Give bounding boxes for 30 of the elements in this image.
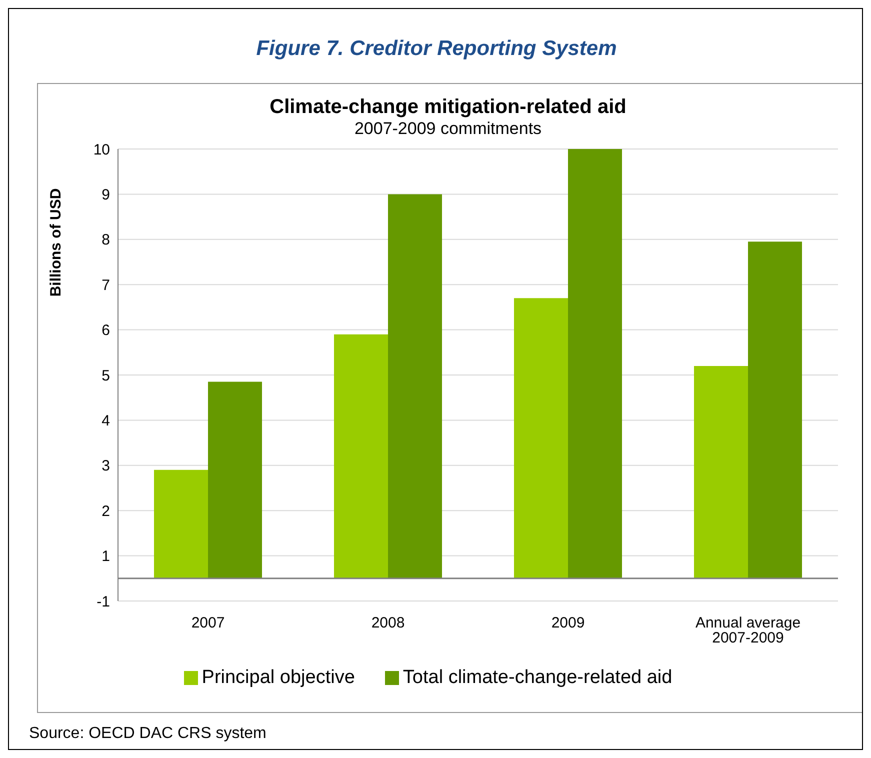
y-tick-label: 2 [102,502,110,520]
y-tick-label: 8 [102,232,110,249]
bar [388,194,442,578]
x-tick-label: 2009 [551,614,585,632]
x-tick-label: 2007 [191,614,225,632]
bar [748,242,802,578]
y-tick-label: 10 [93,141,110,158]
y-axis-title: Billions of USD [48,187,64,299]
y-tick-label: 6 [102,322,110,340]
x-tick-label: Annual average 2007-2009 [695,614,801,647]
legend-label: Principal objective [202,667,355,688]
chart-title: Climate-change mitigation-related aid [268,96,628,119]
y-tick-label: 5 [102,367,110,384]
bar [514,298,568,578]
y-tick-label: 3 [102,458,110,475]
chart-subtitle: 2007-2009 commitments [353,119,543,139]
legend-label: Total climate-change-related aid [402,667,672,688]
bar [208,382,262,578]
caption: Figure 7. Creditor Reporting System [255,37,618,61]
bar [568,149,622,578]
y-tick-label: 4 [102,412,110,430]
y-tick-label: 7 [102,276,110,294]
bar [334,334,388,578]
y-tick-label: 1 [102,548,110,566]
y-tick-label: 9 [102,186,110,204]
y-tick-label: -1 [96,593,110,610]
source-note: Source: OECD DAC CRS system [29,725,266,743]
bar [154,470,208,578]
bar [694,366,748,578]
x-tick-label: 2008 [371,614,405,632]
